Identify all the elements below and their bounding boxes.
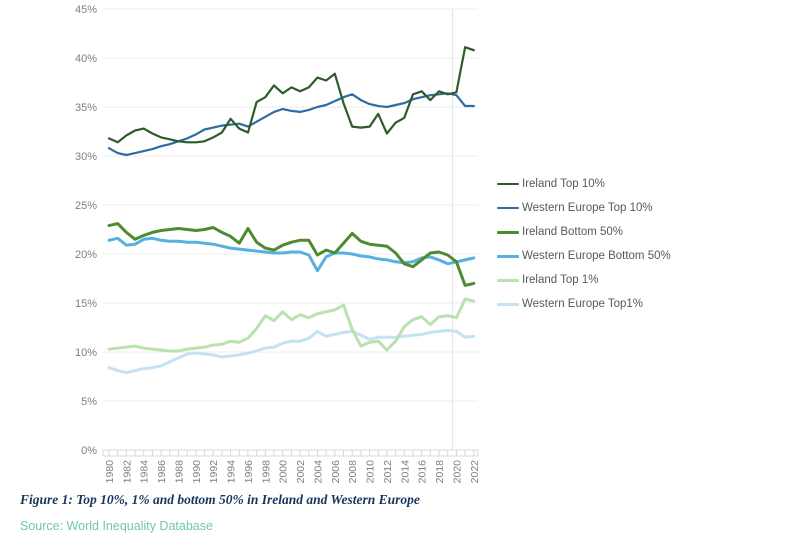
legend-item-western-europe-top1-: Western Europe Top1%: [497, 292, 671, 316]
y-axis-label-5: 5%: [81, 396, 97, 408]
x-axis-label-1994: 1994: [226, 460, 238, 484]
figure-caption: Figure 1: Top 10%, 1% and bottom 50% in …: [20, 492, 420, 507]
legend-item-ireland-bottom-50-: Ireland Bottom 50%: [497, 220, 671, 244]
legend-label: Western Europe Top 10%: [522, 202, 653, 214]
legend-label: Ireland Top 10%: [522, 178, 605, 190]
x-axis-label-2008: 2008: [347, 460, 359, 484]
x-axis-label-2020: 2020: [451, 460, 463, 484]
x-axis-label-1980: 1980: [104, 460, 116, 484]
y-axis-label-10: 10%: [75, 347, 97, 359]
y-axis-label-30: 30%: [75, 151, 97, 163]
legend-item-western-europe-bottom-50-: Western Europe Bottom 50%: [497, 244, 671, 268]
x-axis-label-1998: 1998: [260, 460, 272, 484]
y-axis-label-35: 35%: [75, 102, 97, 114]
x-axis-label-1984: 1984: [139, 460, 151, 484]
y-axis-label-0: 0%: [81, 445, 97, 457]
x-axis-label-1986: 1986: [156, 460, 168, 484]
x-axis-label-1990: 1990: [191, 460, 203, 484]
chart-legend: Ireland Top 10% Western Europe Top 10% Ire…: [497, 172, 671, 316]
legend-swatch-icon: [497, 230, 519, 234]
legend-item-western-europe-top-10-: Western Europe Top 10%: [497, 196, 671, 220]
x-axis-label-1988: 1988: [173, 460, 185, 484]
legend-swatch-icon: [497, 183, 519, 185]
x-axis-label-2018: 2018: [434, 460, 446, 484]
legend-label: Ireland Bottom 50%: [522, 226, 624, 238]
x-axis-label-2006: 2006: [330, 460, 342, 484]
x-axis-label-1996: 1996: [243, 460, 255, 484]
x-axis-label-1992: 1992: [208, 460, 220, 484]
legend-swatch-icon: [497, 278, 519, 282]
legend-swatch-icon: [497, 302, 519, 306]
y-axis-label-45: 45%: [75, 4, 97, 16]
x-axis-label-2016: 2016: [417, 460, 429, 484]
y-axis-label-25: 25%: [75, 200, 97, 212]
x-axis-label-1982: 1982: [121, 460, 133, 484]
legend-label: Western Europe Bottom 50%: [522, 250, 671, 262]
series-line-western-europe-bottom-50-: [107, 236, 476, 273]
series-line-western-europe-top-10-: [107, 92, 475, 157]
series-line-ireland-top-1-: [107, 297, 476, 353]
x-axis-label-2012: 2012: [382, 460, 394, 484]
legend-label: Western Europe Top1%: [522, 298, 644, 310]
legend-swatch-icon: [497, 207, 519, 209]
y-axis-label-20: 20%: [75, 249, 97, 261]
x-axis-label-2014: 2014: [399, 460, 411, 484]
legend-item-ireland-top-10-: Ireland Top 10%: [497, 172, 671, 196]
series-line-ireland-top-10-: [107, 46, 475, 144]
x-axis-label-2000: 2000: [278, 460, 290, 484]
x-axis-label-2004: 2004: [312, 460, 324, 484]
series-line-western-europe-top1-: [107, 328, 476, 375]
y-axis-label-15: 15%: [75, 298, 97, 310]
x-axis-label-2022: 2022: [469, 460, 481, 484]
y-axis-label-40: 40%: [75, 53, 97, 65]
series-line-ireland-bottom-50-: [107, 222, 476, 287]
legend-label: Ireland Top 1%: [522, 274, 599, 286]
x-axis-label-2002: 2002: [295, 460, 307, 484]
legend-swatch-icon: [497, 254, 519, 258]
figure-source: Source: World Inequality Database: [20, 519, 213, 533]
x-axis-label-2010: 2010: [365, 460, 377, 484]
legend-item-ireland-top-1-: Ireland Top 1%: [497, 268, 671, 292]
